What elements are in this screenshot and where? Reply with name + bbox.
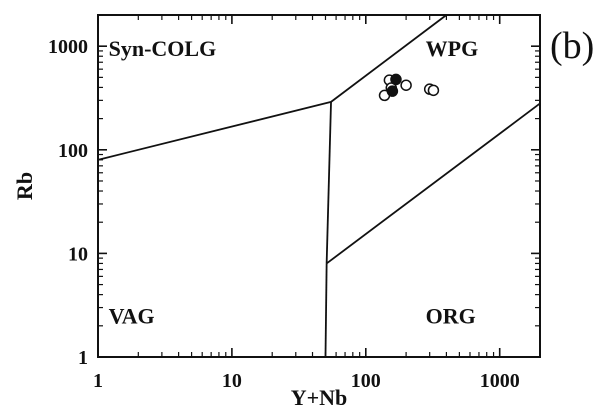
boundary-line: [325, 263, 326, 357]
y-tick-label: 1: [78, 347, 88, 369]
x-tick-label: 1000: [480, 370, 520, 392]
field-label-wpg: WPG: [426, 36, 479, 61]
boundary-line: [327, 103, 540, 263]
panel-label: (b): [550, 25, 594, 67]
data-point-open: [401, 80, 411, 90]
x-tick-label: 10: [222, 370, 242, 392]
boundary-line: [327, 102, 331, 264]
x-tick-label: 1: [93, 370, 103, 392]
y-tick-label: 100: [58, 140, 88, 162]
field-label-syn-colg: Syn-COLG: [109, 36, 217, 61]
x-tick-label: 100: [351, 370, 381, 392]
y-tick-label: 1000: [48, 36, 88, 58]
x-axis-label: Y+Nb: [291, 385, 348, 410]
field-label-vag: VAG: [109, 304, 155, 329]
boundary-line: [98, 102, 331, 160]
field-label-org: ORG: [426, 304, 476, 329]
data-point-filled: [387, 86, 397, 96]
data-point-open: [428, 85, 438, 95]
y-axis-label: Rb: [12, 172, 37, 200]
data-point-filled: [391, 74, 401, 84]
y-tick-label: 10: [68, 243, 88, 265]
